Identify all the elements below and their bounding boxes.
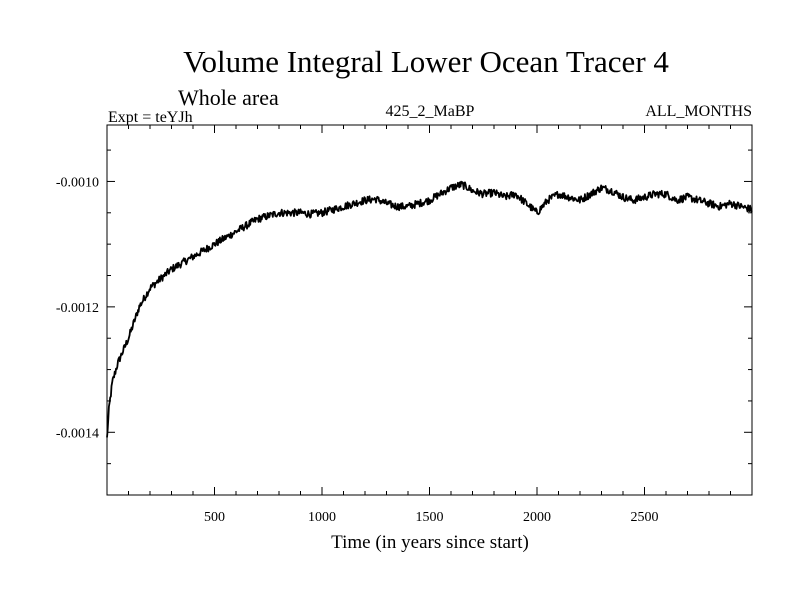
run-label: 425_2_MaBP — [386, 103, 475, 120]
chart-subtitle: Whole area — [178, 85, 279, 110]
x-axis-label: Time (in years since start) — [331, 532, 529, 553]
expt-label: Expt = teYJh — [108, 109, 193, 126]
axis-ticks — [107, 125, 752, 496]
axis-tick-labels: 500 1000 1500 2000 2500 -0.0010 -0.0012 -0.0014 — [56, 175, 659, 525]
series-line — [106, 180, 753, 438]
y-tick-label: -0.0010 — [56, 175, 99, 190]
x-tick-label: 500 — [204, 510, 225, 525]
x-tick-label: 2000 — [523, 510, 551, 525]
chart-title: Volume Integral Lower Ocean Tracer 4 — [183, 44, 669, 79]
period-label: ALL_MONTHS — [645, 103, 752, 120]
y-tick-label: -0.0012 — [56, 301, 99, 316]
plot-frame — [106, 124, 753, 496]
x-tick-label: 1500 — [416, 510, 444, 525]
y-tick-label: -0.0014 — [56, 426, 99, 441]
x-tick-label: 2500 — [631, 510, 659, 525]
x-tick-label: 1000 — [308, 510, 336, 525]
